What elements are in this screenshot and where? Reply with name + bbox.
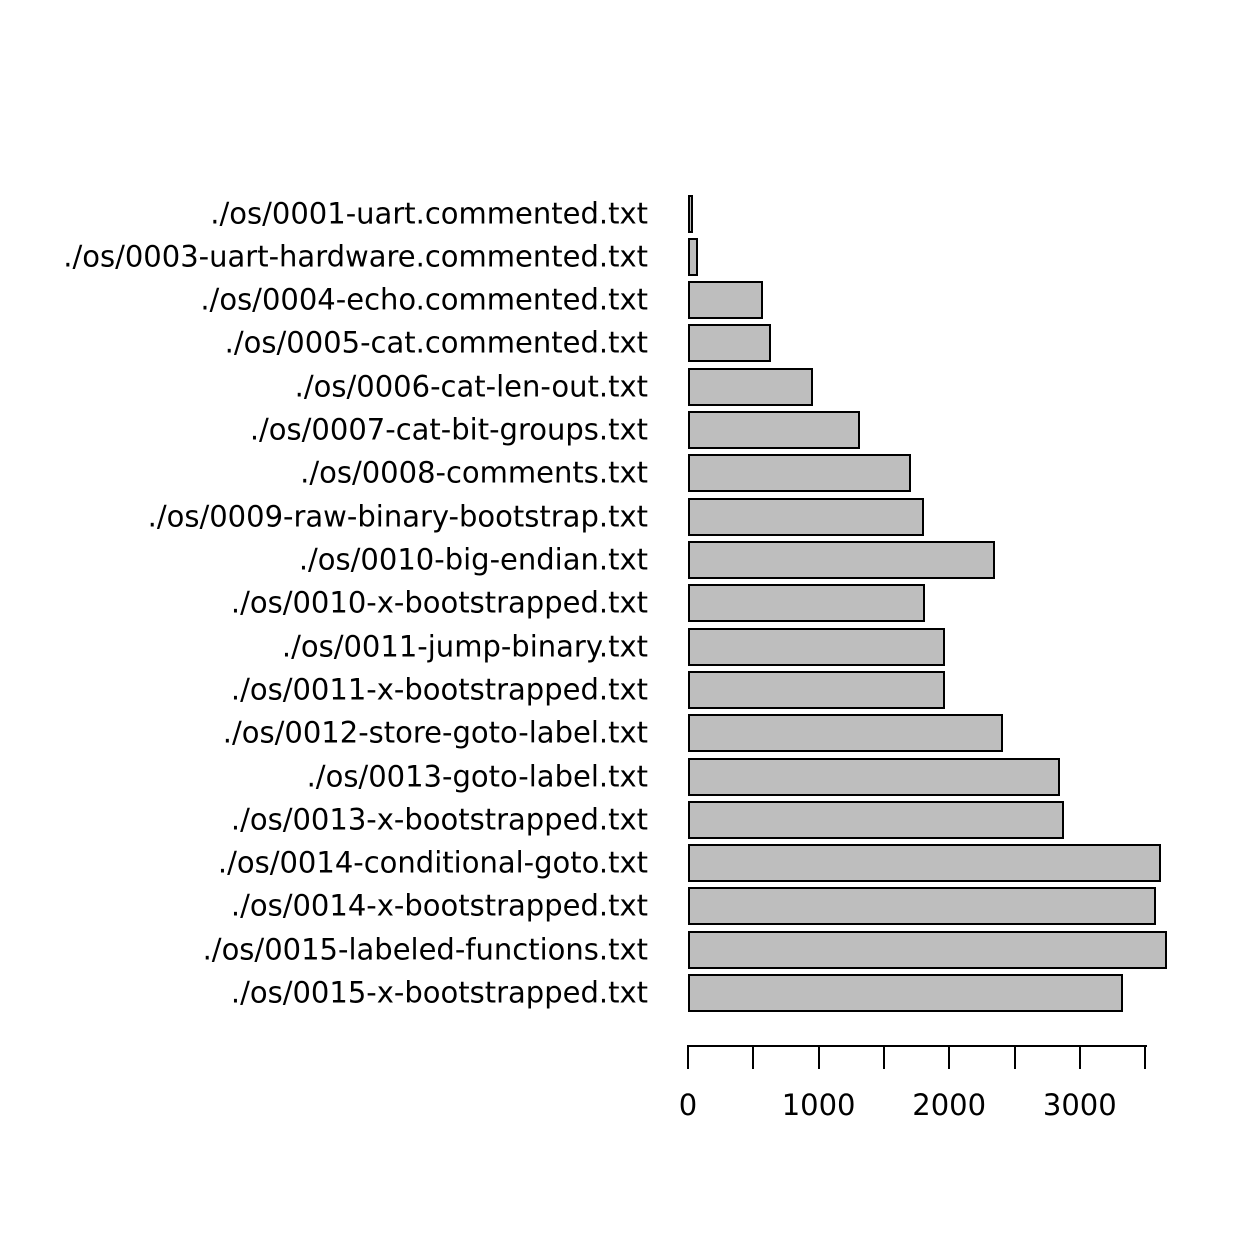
bar [688, 367, 814, 406]
bar [688, 584, 926, 623]
bar-category-label: ./os/0010-big-endian.txt [298, 542, 648, 577]
x-axis-tick-label: 0 [678, 1088, 698, 1122]
bar-category-label: ./os/0013-goto-label.txt [306, 759, 648, 794]
bar [688, 670, 946, 709]
bar [688, 887, 1157, 926]
x-axis-tick [1013, 1045, 1016, 1069]
x-axis-tick-label: 2000 [912, 1088, 987, 1122]
bar-category-label: ./os/0008-comments.txt [300, 455, 648, 490]
x-axis-tick [948, 1045, 951, 1069]
bar [688, 757, 1061, 796]
bar [688, 281, 764, 320]
bar [688, 974, 1123, 1013]
x-axis-tick-label: 3000 [1042, 1088, 1117, 1122]
bar-category-label: ./os/0003-uart-hardware.commented.txt [63, 239, 648, 274]
bar [688, 800, 1065, 839]
x-axis-tick [687, 1045, 689, 1069]
bar-category-label: ./os/0012-store-goto-label.txt [222, 715, 648, 750]
bar-category-label: ./os/0005-cat.commented.txt [224, 325, 648, 360]
bar-category-label: ./os/0011-jump-binary.txt [281, 629, 648, 664]
bar-category-label: ./os/0007-cat-bit-groups.txt [249, 412, 648, 447]
x-axis-tick [752, 1045, 755, 1069]
bar-category-label: ./os/0011-x-bootstrapped.txt [230, 672, 648, 707]
bar [688, 497, 925, 536]
bar-category-label: ./os/0015-x-bootstrapped.txt [230, 975, 648, 1010]
x-axis-tick [1078, 1045, 1081, 1069]
x-axis-line [688, 1045, 1148, 1047]
bar-category-label: ./os/0001-uart.commented.txt [210, 196, 648, 230]
x-axis-tick [1144, 1045, 1147, 1069]
bar-category-label: ./os/0015-labeled-functions.txt [202, 932, 648, 967]
bar [688, 324, 771, 363]
x-axis-tick [882, 1045, 885, 1069]
bar [688, 194, 694, 233]
bar-category-label: ./os/0014-conditional-goto.txt [217, 845, 648, 880]
bar [688, 411, 860, 450]
bar [688, 930, 1167, 969]
x-axis-tick [817, 1045, 820, 1069]
bar-category-label: ./os/0004-echo.commented.txt [200, 282, 648, 317]
bar-category-label: ./os/0013-x-bootstrapped.txt [230, 802, 648, 837]
bar [688, 540, 995, 579]
x-axis-tick-label: 1000 [781, 1088, 856, 1122]
bar-category-label: ./os/0006-cat-len-out.txt [294, 369, 648, 404]
bar [688, 714, 1003, 753]
bar [688, 844, 1161, 883]
bar-category-label: ./os/0009-raw-binary-bootstrap.txt [147, 499, 648, 534]
bar-category-label: ./os/0014-x-bootstrapped.txt [230, 888, 648, 923]
bar [688, 237, 698, 276]
bar [688, 454, 912, 493]
bar-category-label: ./os/0010-x-bootstrapped.txt [230, 585, 648, 620]
bar [688, 627, 946, 666]
